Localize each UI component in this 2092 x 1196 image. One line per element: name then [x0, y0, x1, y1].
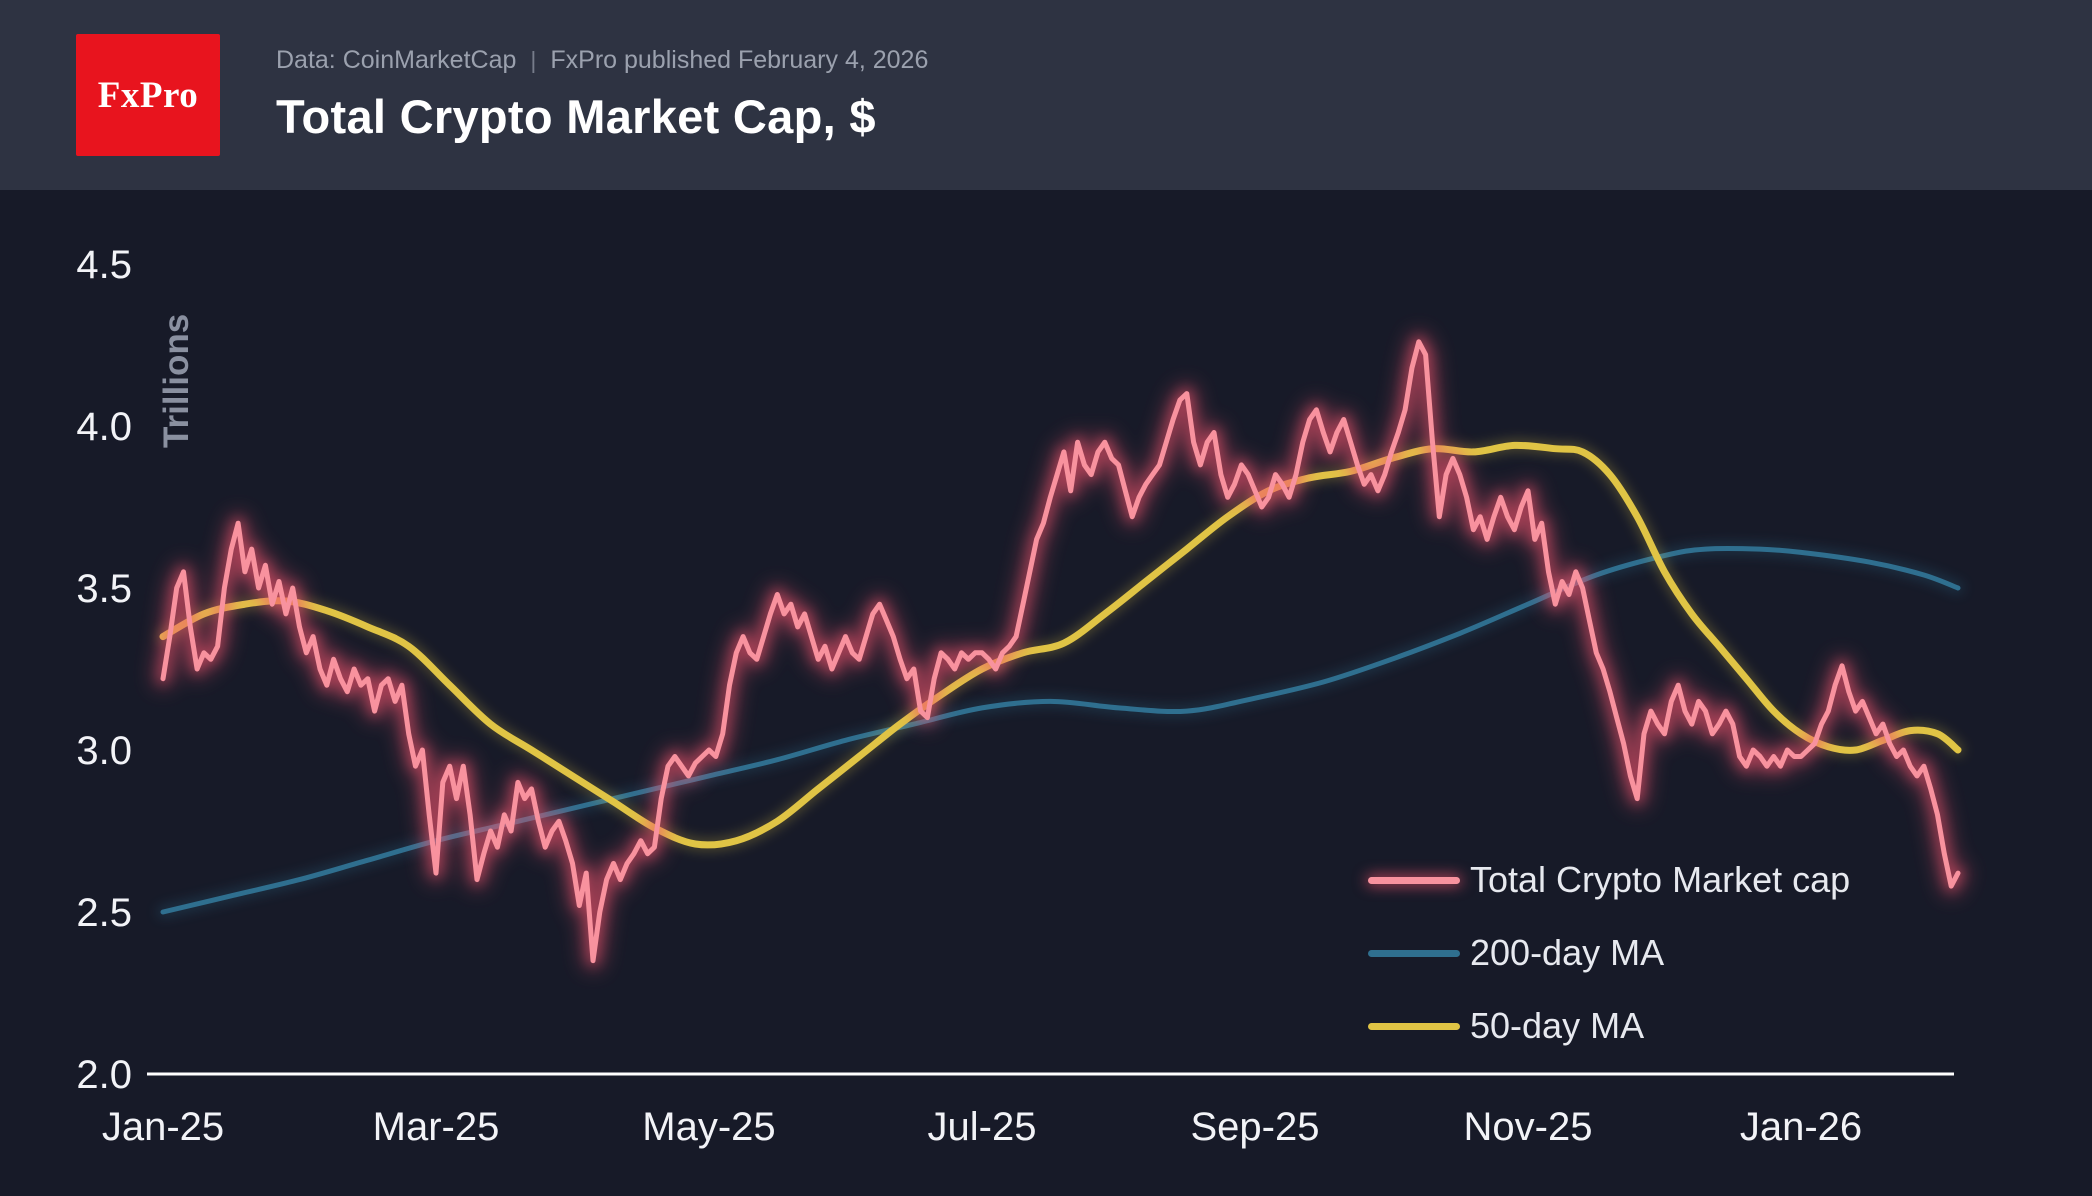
page-title: Total Crypto Market Cap, $: [276, 90, 876, 143]
fxpro-logo: FxPro: [76, 34, 220, 156]
x-tick-label: Jul-25: [928, 1105, 1037, 1149]
published-text: FxPro published February 4, 2026: [550, 46, 929, 74]
chart-subtitle: Data: CoinMarketCap | FxPro published Fe…: [276, 46, 928, 75]
y-tick-label: 2.0: [76, 1053, 132, 1097]
fxpro-logo-text: FxPro: [97, 74, 199, 116]
x-tick-label: Jan-25: [102, 1105, 224, 1149]
chart-canvas: 2.0 2.5 3.0 3.5 4.0 4.5 Jan-25 Mar-25 May-25 Jul-…: [76, 243, 1968, 1149]
y-tick-label: 4.5: [76, 243, 132, 287]
header-text-block: Data: CoinMarketCap | FxPro published Fe…: [276, 46, 928, 144]
y-tick-label: 3.5: [76, 567, 132, 611]
y-tick-label: 4.0: [76, 405, 132, 449]
y-tick-label: 3.0: [76, 729, 132, 773]
x-tick-label: Sep-25: [1191, 1105, 1320, 1149]
x-tick-label: Mar-25: [373, 1105, 500, 1149]
x-tick-label: Nov-25: [1464, 1105, 1593, 1149]
series-50-day-ma-line: [159, 441, 1962, 849]
header: FxPro Data: CoinMarketCap | FxPro publis…: [0, 0, 2092, 190]
x-tick-label: Jan-26: [1740, 1105, 1862, 1149]
series-total-market-cap-line-glow-inner: [158, 336, 1963, 966]
y-tick-label: 2.5: [76, 891, 132, 935]
x-tick-label: May-25: [642, 1105, 775, 1149]
series-total-market-cap-line: [160, 339, 1961, 964]
chart-area: 2.0 2.5 3.0 3.5 4.0 4.5 Jan-25 Mar-25 May-25 Jul-…: [0, 190, 2092, 1196]
labels-layer: 2.0 2.5 3.0 3.5 4.0 4.5 Jan-25 Mar-25 May-25 Jul-…: [76, 243, 1862, 1149]
data-source-text: Data: CoinMarketCap: [276, 46, 517, 74]
y-axis-title: Trillions: [157, 314, 196, 448]
series-layer: [153, 331, 1968, 971]
subtitle-separator: |: [530, 47, 537, 73]
